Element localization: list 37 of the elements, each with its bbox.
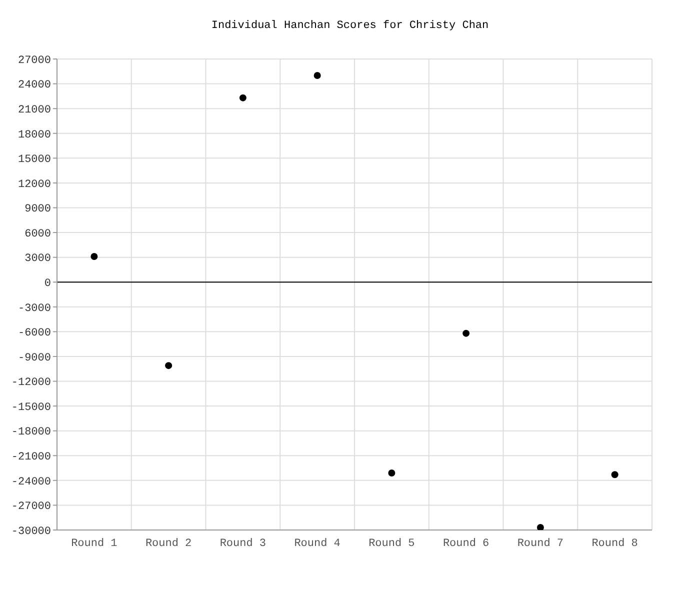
y-tick-label: -6000 <box>18 328 51 340</box>
x-tick-label: Round 2 <box>145 538 192 550</box>
chart-title: Individual Hanchan Scores for Christy Chan <box>210 20 490 34</box>
y-tick-label: -3000 <box>18 302 51 315</box>
y-tick-label: 21000 <box>18 104 51 116</box>
y-tick-label: 27000 <box>18 54 51 67</box>
y-tick-label: 6000 <box>24 228 51 240</box>
point <box>462 330 470 337</box>
y-tick-label: 0 <box>44 278 51 290</box>
y-tick-label: -9000 <box>18 352 51 364</box>
y-tick-label: -12000 <box>11 377 51 390</box>
point <box>536 524 544 530</box>
point <box>388 469 396 476</box>
x-tick-label: Round 8 <box>592 538 638 550</box>
point <box>314 72 321 80</box>
y-tick-label: -18000 <box>11 426 51 439</box>
y-tick-label: 12000 <box>18 178 51 191</box>
y-tick-label: -24000 <box>11 476 51 488</box>
point <box>90 252 98 260</box>
y-tick-label: 18000 <box>18 129 51 142</box>
point <box>165 362 172 370</box>
y-tick-label: 15000 <box>18 154 51 166</box>
x-tick-label: Round 7 <box>517 538 564 550</box>
x-tick-label: Round 3 <box>220 538 266 550</box>
y-tick-label: -15000 <box>11 402 51 414</box>
y-tick-label: 24000 <box>18 80 51 92</box>
point <box>611 471 618 478</box>
x-tick-label: Round 4 <box>294 538 341 550</box>
y-tick-label: 9000 <box>24 204 51 216</box>
point <box>239 94 246 102</box>
y-tick-label: -27000 <box>11 501 51 514</box>
y-tick-label: -30000 <box>11 526 51 538</box>
y-tick-label: -21000 <box>11 452 51 464</box>
x-tick-label: Round 1 <box>71 538 118 550</box>
x-tick-label: Round 5 <box>368 538 415 550</box>
x-tick-label: Round 6 <box>442 538 490 550</box>
y-tick-label: 3000 <box>24 253 51 266</box>
